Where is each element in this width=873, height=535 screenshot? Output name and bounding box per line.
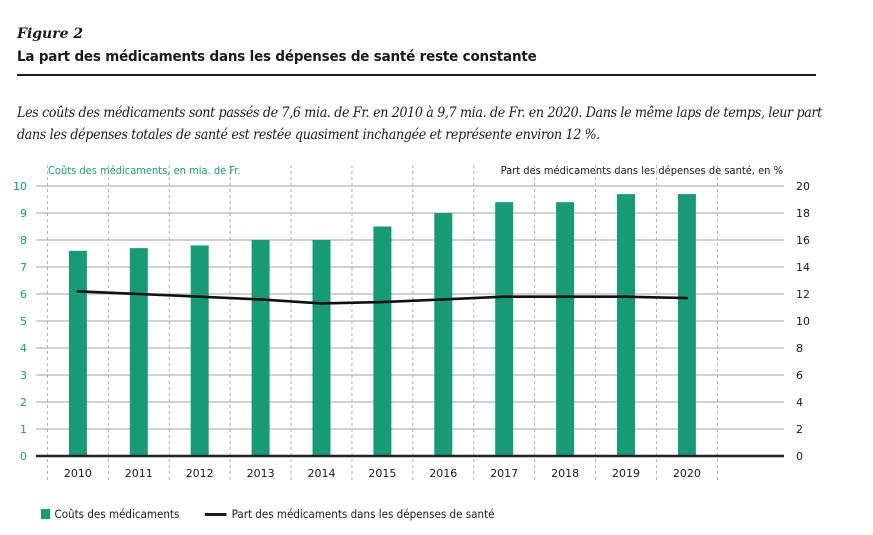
x-tick-label: 2018: [551, 467, 579, 480]
description-line-1: Les coûts des médicaments sont passés de…: [17, 105, 822, 121]
bar-2014: [312, 240, 331, 456]
x-tick-label: 2020: [673, 467, 701, 480]
y-left-tick-label: 3: [20, 369, 27, 382]
x-tick-label: 2019: [612, 467, 640, 480]
legend-bar-label: Coûts des médicaments: [54, 507, 180, 521]
y-right-tick-label: 20: [796, 180, 810, 193]
y-left-tick-label: 2: [20, 396, 27, 409]
description-line-2: dans les dépenses totales de santé est r…: [17, 127, 600, 143]
y-left-tick-label: 7: [20, 261, 27, 274]
bar-2013: [251, 240, 270, 456]
bar-2020: [677, 194, 696, 456]
y-right-tick-label: 18: [796, 207, 810, 220]
x-tick-label: 2017: [490, 467, 518, 480]
y-left-tick-label: 8: [20, 234, 27, 247]
x-tick-label: 2011: [125, 467, 153, 480]
bar-2017: [495, 202, 514, 456]
bars: [68, 194, 696, 456]
x-tick-label: 2013: [247, 467, 275, 480]
y-axis-left-label: Coûts des médicaments, en mia. de Fr.: [48, 165, 241, 178]
y-right-tick-label: 6: [796, 369, 803, 382]
y-left-tick-label: 6: [20, 288, 27, 301]
line-series: [76, 289, 689, 305]
bar-2011: [129, 248, 148, 456]
y-right-tick-label: 8: [796, 342, 803, 355]
x-tick-label: 2014: [308, 467, 336, 480]
y-left-tick-label: 5: [20, 315, 27, 328]
figure-title: La part des médicaments dans les dépense…: [17, 49, 537, 65]
y-left-tick-label: 4: [20, 342, 27, 355]
legend-line-swatch-icon: [204, 512, 227, 516]
y-right-tick-label: 12: [796, 288, 810, 301]
x-tick-label: 2012: [186, 467, 214, 480]
y-right-tick-label: 4: [796, 396, 803, 409]
y-axis-right-label: Part des médicaments dans les dépenses d…: [501, 165, 783, 178]
x-tick-label: 2016: [429, 467, 457, 480]
y-left-tick-label: 1: [20, 423, 27, 436]
bar-2018: [556, 202, 575, 456]
bar-2010: [68, 250, 87, 456]
gridlines: [36, 185, 784, 430]
y-right-tick-label: 2: [796, 423, 803, 436]
x-tick-label: 2015: [368, 467, 396, 480]
legend-bar-swatch-icon: [41, 509, 50, 519]
figure-description: Les coûts des médicaments sont passés de…: [17, 102, 822, 146]
y-right-tick-label: 16: [796, 234, 810, 247]
vertical-separators: [46, 165, 718, 482]
y-left-tick-label: 0: [20, 450, 27, 463]
title-divider: [17, 74, 816, 76]
x-tick-label: 2010: [64, 467, 92, 480]
y-left-tick-label: 9: [20, 207, 27, 220]
figure-label: Figure 2: [17, 26, 84, 42]
legend-line-label: Part des médicaments dans les dépenses d…: [231, 507, 495, 521]
bar-2019: [617, 194, 635, 456]
legend: Coûts des médicaments Part des médicamen…: [41, 506, 495, 522]
bar-2016: [434, 213, 453, 456]
y-right-tick-label: 10: [796, 315, 810, 328]
bar-2015: [373, 226, 392, 456]
y-right-tick-label: 0: [796, 450, 803, 463]
bar-2012: [190, 245, 209, 456]
y-right-tick-label: 14: [796, 261, 810, 274]
y-left-tick-label: 10: [13, 180, 27, 193]
